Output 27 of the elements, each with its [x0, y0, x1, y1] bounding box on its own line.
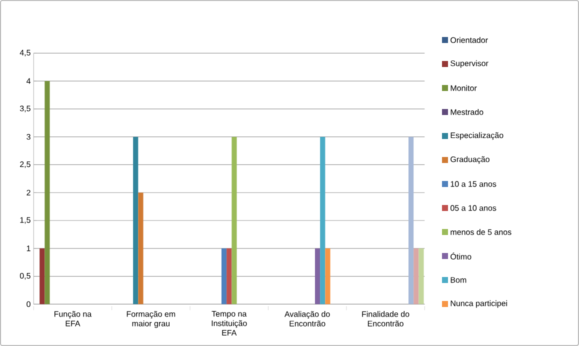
legend-label: Ótimo	[450, 252, 472, 260]
y-tick-label: 2,5	[20, 161, 30, 168]
legend-label: Orientador	[450, 37, 488, 43]
y-tick-label: 3	[26, 134, 30, 140]
legend-label: Monitor	[450, 85, 477, 91]
y-tick-label: 1,5	[20, 217, 30, 224]
legend-label: Nunca participei	[450, 300, 508, 308]
legend-label: Graduação	[450, 156, 490, 164]
y-tick-label: 1	[26, 246, 30, 252]
y-tick-label: 4	[26, 78, 31, 84]
x-tick-label: Avaliação do Encontrão	[284, 311, 330, 326]
legend-label: Bom	[450, 277, 466, 283]
legend-label: Especialização	[450, 132, 504, 140]
y-tick-label: 0,5	[20, 272, 30, 280]
y-tick-label: 2	[26, 190, 30, 196]
legend-label: Supervisor	[450, 60, 488, 68]
y-tick-label: 0	[26, 301, 30, 307]
x-tick-label: Formação em maior grau	[126, 311, 176, 328]
legend-label: 05 a 10 anos	[450, 205, 496, 211]
x-tick-label: Função na EFA	[54, 311, 92, 326]
x-tick-label: Tempo na Instituição EFA	[212, 311, 247, 336]
legend-label: Mestrado	[450, 109, 484, 115]
legend-label: menos de 5 anos	[450, 229, 512, 235]
y-tick-label: 3,5	[20, 106, 30, 112]
legend-label: 10 a 15 anos	[450, 181, 496, 187]
x-tick-label: Finalidade do Encontrão	[362, 311, 410, 326]
y-tick-label: 4,5	[20, 50, 30, 56]
